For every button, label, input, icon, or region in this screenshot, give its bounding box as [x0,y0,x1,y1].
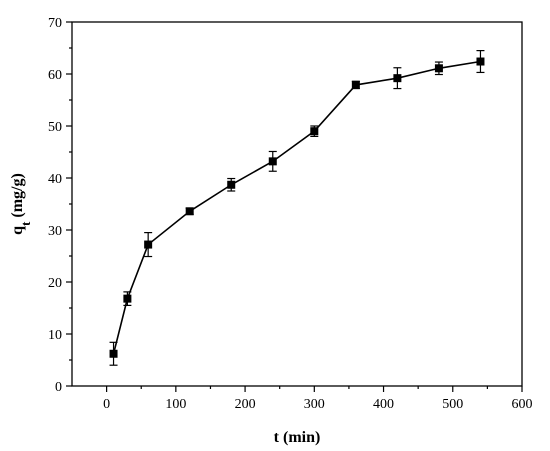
data-point [476,57,485,66]
plot-frame [71,21,523,387]
y-axis-label-subscript: t [18,221,33,226]
x-tick-label: 0 [103,397,110,412]
y-tick-label: 70 [48,16,62,31]
svg-text:qt(mg/g): qt (mg/g) [9,173,33,235]
plot-border [71,21,523,387]
y-tick-label: 50 [48,120,62,135]
y-axis-label: qt (mg/g) [9,173,33,235]
x-tick-label: 500 [442,397,463,412]
data-point [227,180,236,189]
y-axis-label-main: q [9,226,26,235]
y-tick-label: 30 [48,224,62,239]
data-point [434,64,443,73]
data-point [310,127,319,136]
data-point [109,349,118,358]
series-line [112,60,481,354]
y-tick-label: 60 [48,68,62,83]
x-tick-label: 600 [512,397,533,412]
data-point [185,207,194,216]
x-axis-label: t (min) [274,429,321,446]
y-tick-label: 40 [48,172,62,187]
y-axis-label-unit: (mg/g) [9,173,26,217]
y-tick-label: 0 [55,380,62,395]
x-tick-label: 400 [373,397,394,412]
y-tick-label: 20 [48,276,62,291]
data-point [351,80,360,89]
y-tick-label: 10 [48,328,62,343]
x-axis-ticks: 0 100 200 300 400 500 600 [103,386,533,412]
x-tick-label: 100 [165,397,186,412]
y-axis-ticks: 0 10 20 30 40 50 60 70 [48,16,72,395]
series-layer [109,49,485,366]
data-point [123,294,132,303]
data-point [393,74,402,83]
data-point [268,157,277,166]
x-tick-label: 300 [304,397,325,412]
x-tick-label: 200 [235,397,256,412]
data-point [144,240,153,249]
